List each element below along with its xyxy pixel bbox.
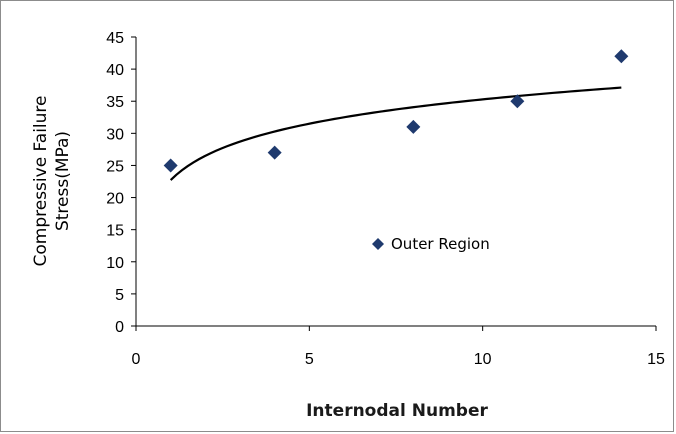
- x-tick-label-10: 10: [474, 351, 492, 368]
- x-ticks: 0 5 10 15: [132, 326, 665, 368]
- y-tick-label-10: 10: [106, 255, 124, 272]
- x-tick-label-15: 15: [647, 351, 665, 368]
- data-point: [267, 145, 282, 160]
- y-ticks: 0 5 10 15 20 25 30 35 40 45: [106, 30, 136, 336]
- data-point: [406, 119, 421, 134]
- y-axis-title-line-2: Stress(MPa): [53, 131, 73, 231]
- x-tick-label-0: 0: [132, 351, 141, 368]
- legend-label-outer-region: Outer Region: [391, 235, 490, 253]
- y-tick-label-20: 20: [106, 191, 124, 208]
- trendline: [169, 86, 622, 181]
- y-tick-label-35: 35: [106, 94, 124, 111]
- y-axis-title-line-1: Compressive Failure: [31, 96, 51, 267]
- x-tick-label-5: 5: [305, 351, 314, 368]
- y-tick-label-5: 5: [115, 287, 124, 304]
- legend: Outer Region: [372, 235, 490, 253]
- legend-marker-outer-region: [372, 238, 384, 250]
- data-point: [163, 158, 178, 173]
- data-point: [614, 49, 629, 64]
- data-points: [163, 49, 629, 173]
- y-tick-label-45: 45: [106, 30, 124, 47]
- y-tick-label-25: 25: [106, 158, 124, 175]
- y-tick-label-40: 40: [106, 62, 124, 79]
- y-tick-label-0: 0: [115, 319, 124, 336]
- x-axis-title: Internodal Number: [306, 401, 488, 421]
- data-point: [510, 94, 525, 109]
- y-tick-label-30: 30: [106, 126, 124, 143]
- y-tick-label-15: 15: [106, 223, 124, 240]
